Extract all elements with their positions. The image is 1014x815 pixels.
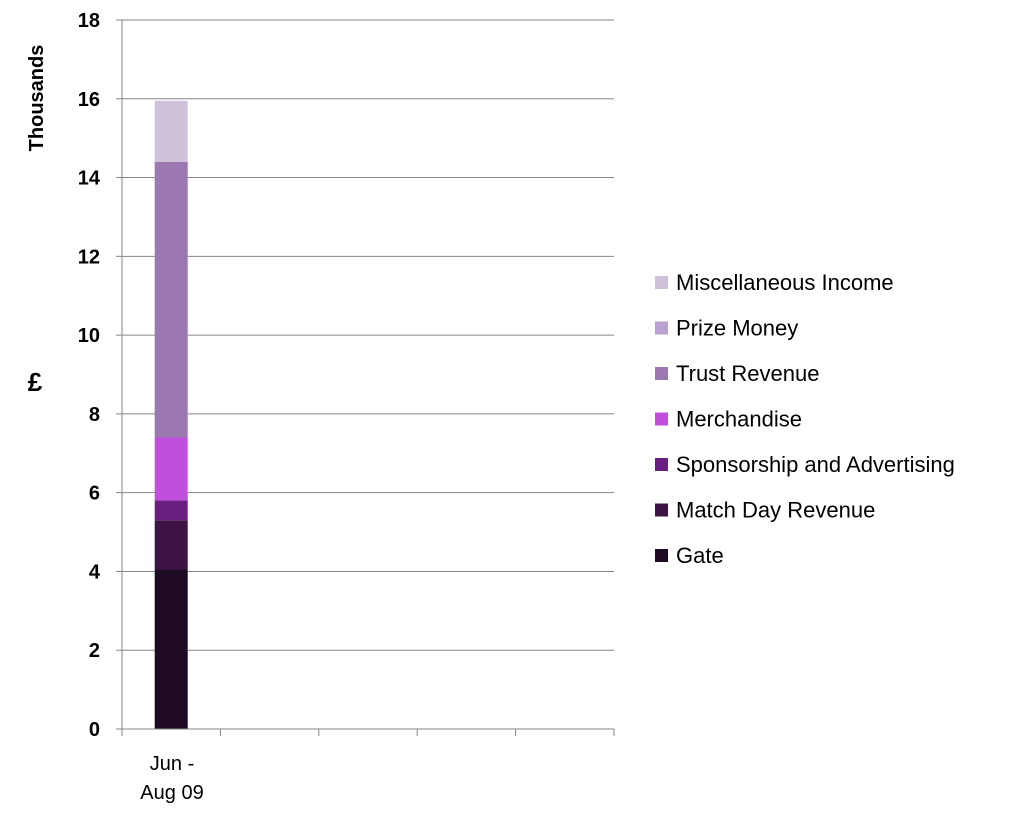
legend-swatch (655, 412, 668, 426)
x-tick-label-line-1: Jun - (150, 753, 194, 775)
y-tick-label: 8 (89, 404, 100, 426)
legend-swatch (655, 458, 668, 471)
y-tick-label: 0 (89, 719, 100, 741)
x-tick-label-line-2: Aug 09 (140, 782, 203, 804)
legend-label: Merchandise (676, 407, 802, 432)
y-tick-label: 2 (89, 640, 100, 662)
legend-swatch (655, 321, 668, 335)
bar-stack (154, 100, 188, 729)
legend-swatch (655, 503, 668, 517)
x-axis-ticks (121, 729, 615, 736)
y-axis-unit-title: Thousands (26, 45, 48, 152)
y-tick-label: 12 (78, 246, 100, 268)
x-axis-labels: Jun - Aug 09 (140, 753, 203, 804)
bar-segment-trust-revenue (154, 161, 188, 438)
y-tick-label: 18 (78, 10, 100, 32)
y-tick-label: 14 (78, 168, 101, 190)
legend-label: Sponsorship and Advertising (676, 452, 955, 477)
y-tick-label: 10 (78, 325, 100, 347)
axes (121, 20, 614, 730)
legend-label: Trust Revenue (676, 361, 819, 386)
legend-swatch (655, 367, 668, 380)
bar-segment-merchandise (154, 437, 188, 501)
y-tick-label: 4 (89, 561, 101, 583)
legend-swatch (655, 549, 668, 562)
y-axis-title: £ (28, 367, 43, 397)
bar-segment-match-day-revenue (154, 520, 188, 570)
bar-segment-gate (154, 569, 188, 729)
legend-label: Prize Money (676, 316, 798, 341)
bar-segment-sponsorship-and-advertising (154, 500, 188, 521)
legend-label: Gate (676, 543, 724, 568)
legend: Miscellaneous Income Prize Money Trust Rev… (655, 270, 955, 568)
legend-label: Match Day Revenue (676, 498, 875, 523)
y-tick-label: 6 (89, 483, 100, 505)
gridlines (122, 19, 614, 651)
y-axis-ticks: 0 2 4 6 8 10 12 14 16 18 (78, 10, 122, 741)
bar-segment-miscellaneous-income (154, 100, 188, 162)
legend-label: Miscellaneous Income (676, 270, 894, 295)
y-tick-label: 16 (78, 89, 100, 111)
legend-swatch (655, 276, 668, 289)
